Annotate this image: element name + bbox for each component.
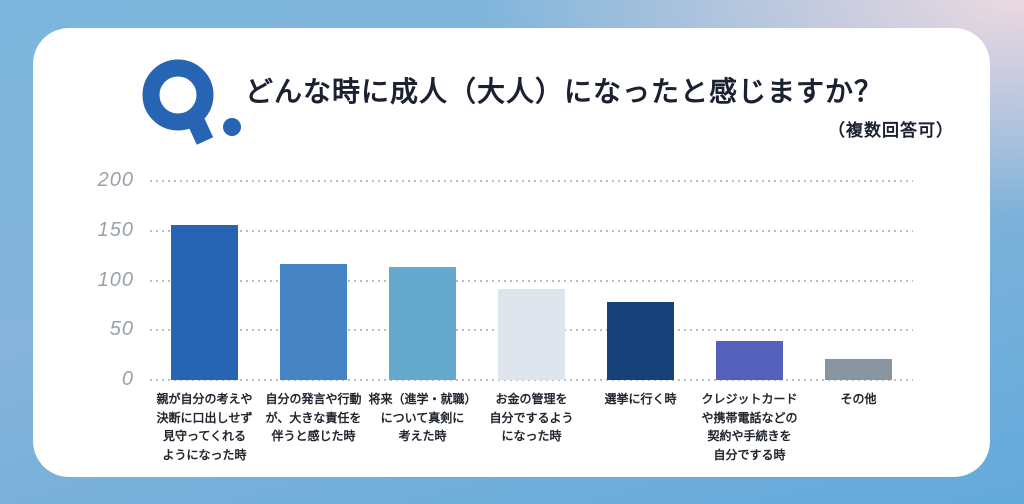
x-axis-label: 将来（進学・就職） について真剣に 考えた時 [368, 392, 477, 444]
bar-column [586, 181, 695, 380]
y-axis-tick-label: 200 [97, 169, 134, 192]
bar-column [804, 181, 913, 380]
x-axis-label: 選挙に行く時 [604, 392, 677, 406]
gridline [150, 180, 913, 182]
bar-7 [825, 359, 892, 380]
bar-4 [498, 289, 565, 380]
bar-column [150, 181, 259, 380]
bar-column [259, 181, 368, 380]
plot-area: 200 150 100 50 0 親が自分の考えや 決断に口出しせず 見守ってくれる ようにな… [98, 169, 913, 462]
bar-column [477, 181, 586, 380]
x-labels: 親が自分の考えや 決断に口出しせず 見守ってくれる ようになった時 自分の発言や行動 が、… [150, 390, 913, 464]
bar-2 [280, 263, 347, 380]
y-axis-tick-label: 0 [121, 368, 134, 391]
gridline [150, 279, 913, 282]
chart-title: どんな時に成人（大人）になったと感じますか？ [245, 76, 884, 107]
bar-column [368, 181, 477, 380]
bars [150, 181, 913, 380]
x-axis-label: 親が自分の考えや 決断に口出しせず 見守ってくれる ようになった時 [156, 392, 253, 462]
bar-3 [389, 266, 456, 380]
bar-6 [716, 341, 783, 380]
q-logo-icon [142, 59, 241, 145]
gridline [150, 229, 913, 232]
x-axis-label: 自分の発言や行動 が、大きな責任を 伴うと感じた時 [265, 392, 362, 444]
y-axis-tick-label: 150 [97, 218, 134, 241]
chart-subtitle: （複数回答可） [828, 121, 954, 140]
gridline [150, 379, 913, 381]
y-axis-tick-label: 100 [97, 268, 134, 291]
bar-1 [171, 224, 238, 380]
bar-column [695, 181, 804, 380]
chart-card: どんな時に成人（大人）になったと感じますか？ （複数回答可） 200 150 100… [33, 28, 990, 477]
y-axis-tick-label: 50 [109, 318, 134, 341]
x-axis-label: その他 [840, 392, 877, 406]
x-axis-label: クレジットカード や携帯電話などの 契約や手続きを 自分でする時 [701, 392, 798, 462]
x-axis-label: お金の管理を 自分でするよう になった時 [489, 392, 574, 444]
bar-5 [607, 302, 674, 380]
